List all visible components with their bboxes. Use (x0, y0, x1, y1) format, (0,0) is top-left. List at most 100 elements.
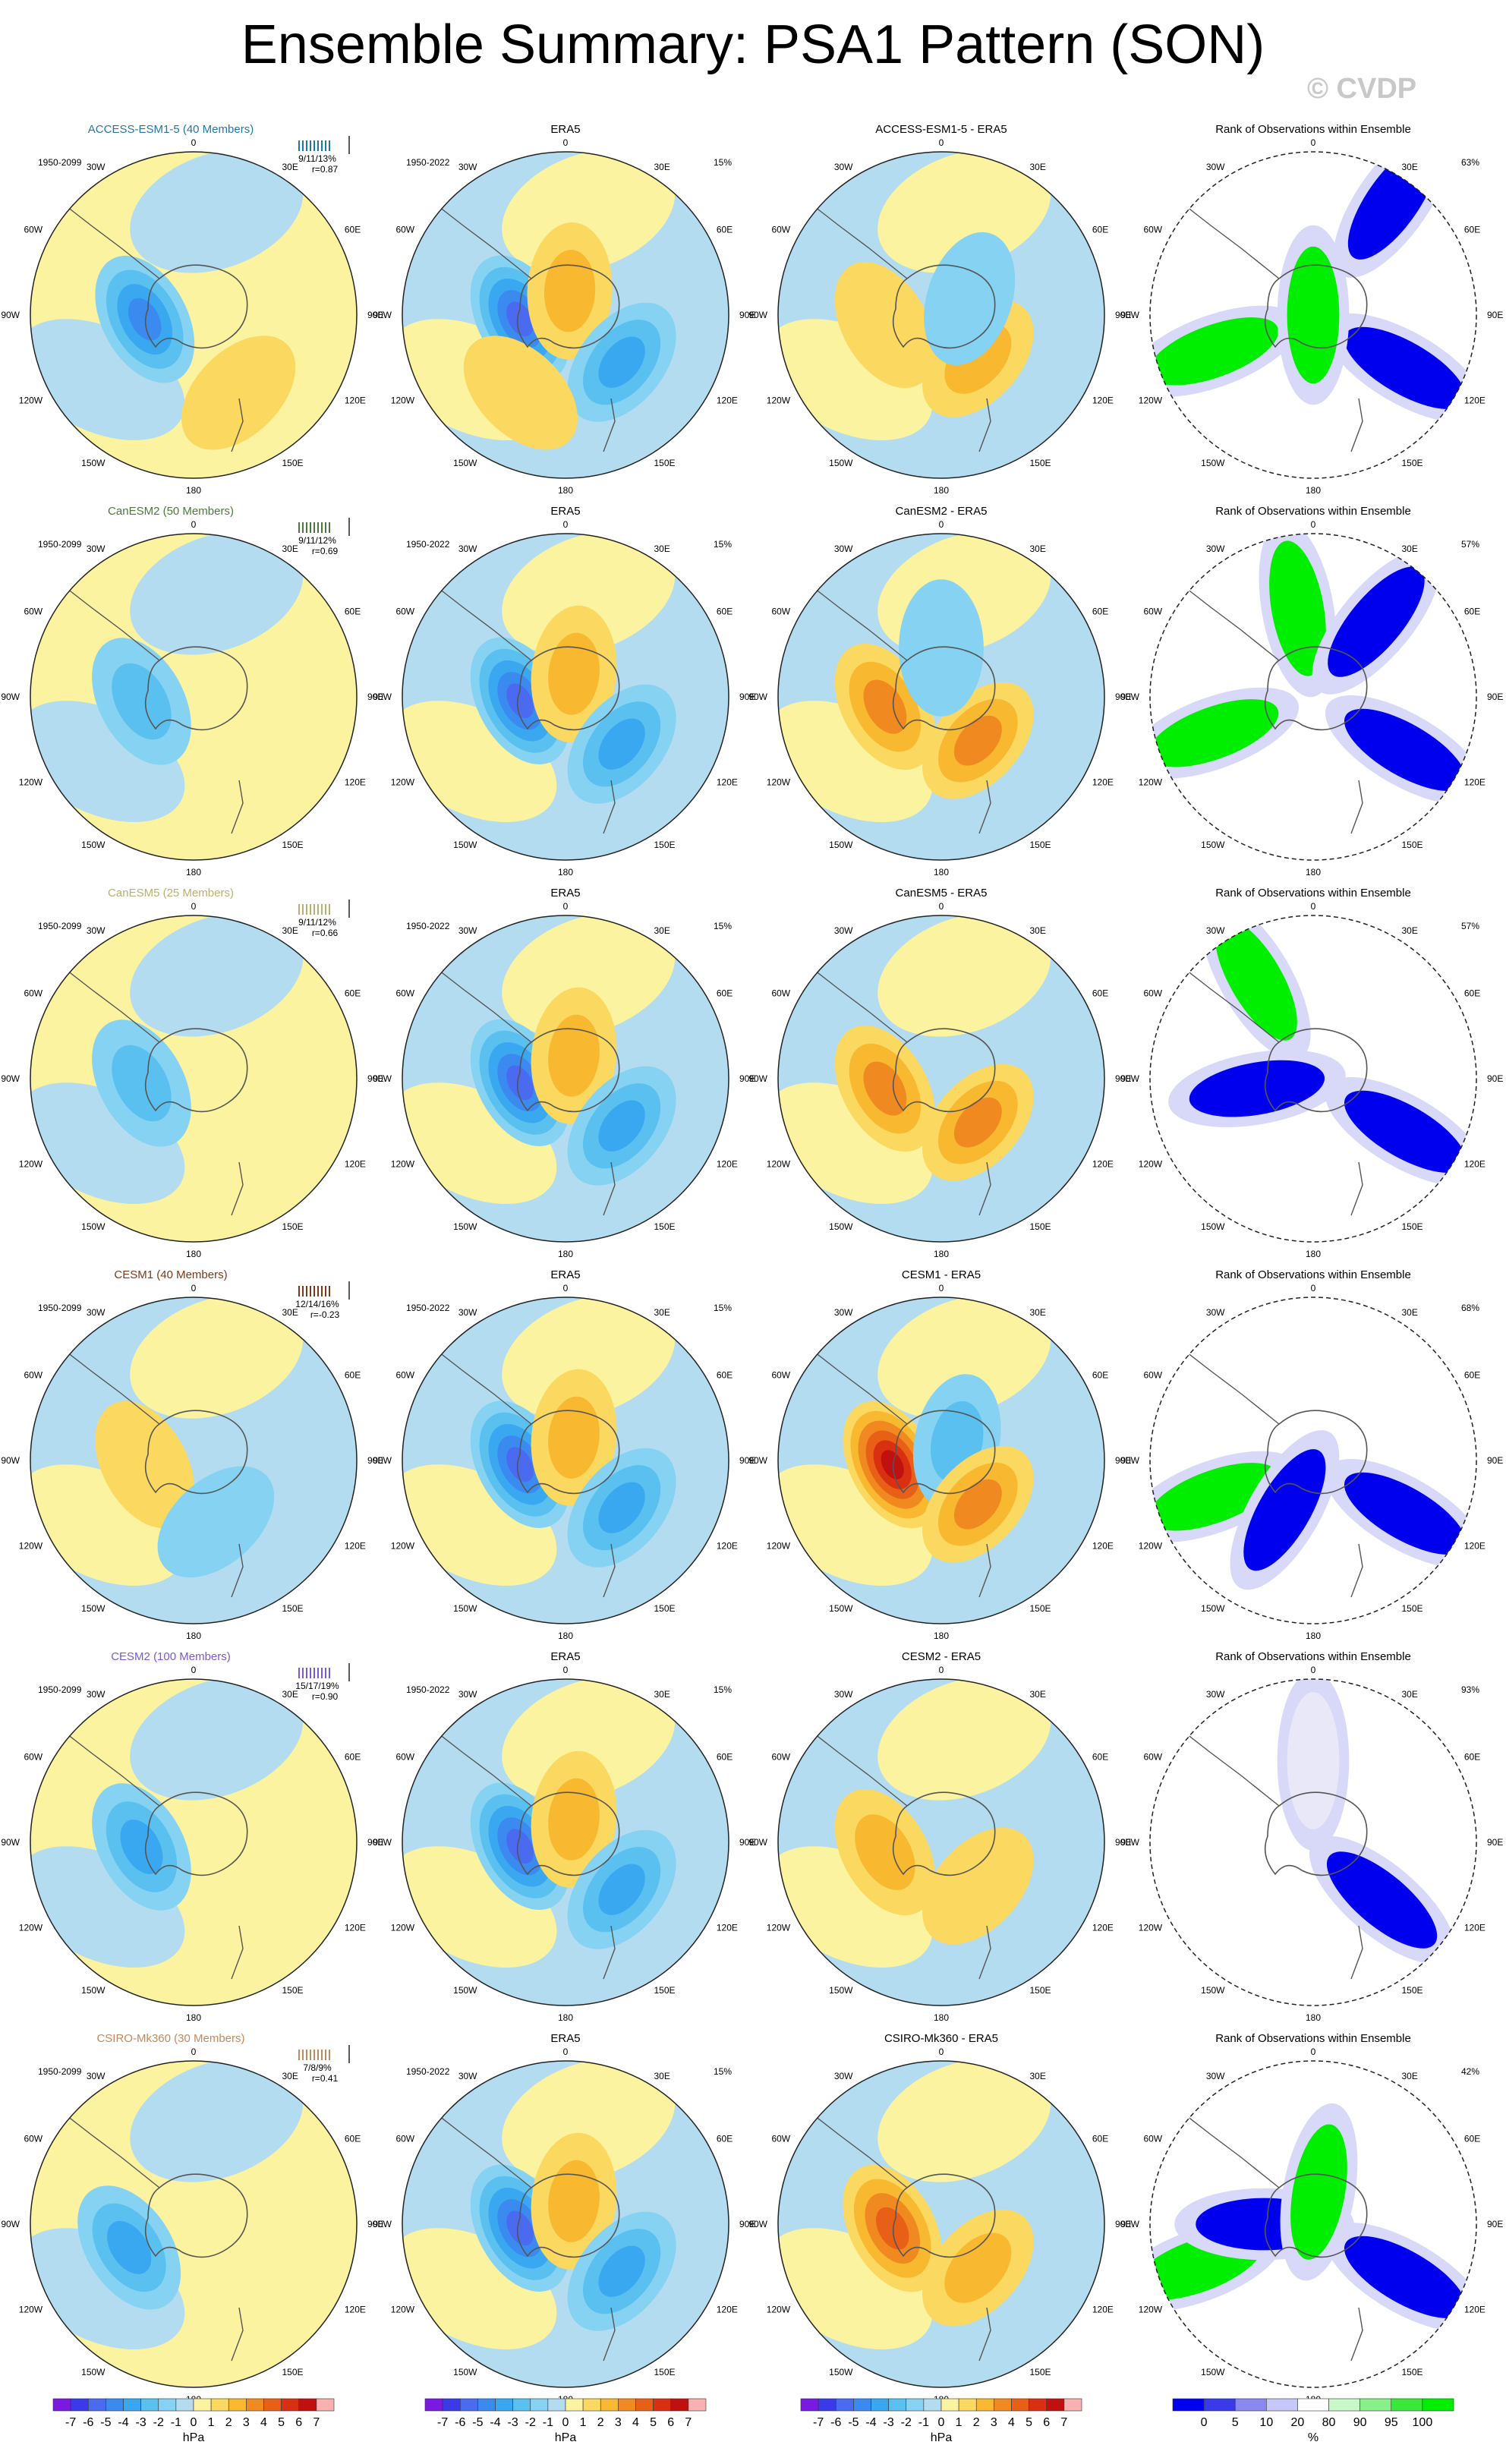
lon-label: 120W (391, 395, 415, 406)
map-fill-layer (30, 152, 304, 452)
lon-label: 30E (1402, 1689, 1418, 1700)
lon-label: 90E (1487, 1837, 1503, 1848)
lon-label: 0 (563, 901, 569, 912)
colorbar-tick: -4 (865, 2416, 876, 2429)
coastline (804, 962, 908, 1043)
lon-label: 0 (1311, 519, 1316, 530)
watermark: © CVDP (1307, 73, 1417, 105)
lon-label: 180 (558, 2012, 573, 2023)
colorbar-tick: 1 (580, 2416, 587, 2429)
lon-label: 60W (24, 607, 43, 617)
coastline (1176, 2107, 1280, 2188)
lon-label: 30E (654, 162, 670, 172)
lon-label: 180 (1306, 1249, 1321, 1259)
rank-pct: 63% (1461, 157, 1479, 168)
lon-label: 90E (1115, 692, 1131, 702)
colorbar-swatch (123, 2398, 141, 2412)
coastline (1176, 1344, 1280, 1425)
lon-label: 0 (191, 2047, 197, 2057)
lon-label: 120W (19, 777, 43, 788)
coastline (56, 1725, 160, 1807)
lon-label: 90W (748, 310, 767, 320)
model-period: 1950-2099 (38, 2066, 82, 2077)
colorbar-swatch (818, 2398, 836, 2412)
contour-level (548, 1014, 600, 1097)
lon-label: 60W (1143, 225, 1162, 235)
rank-title: Rank of Observations within Ensemble (1215, 123, 1411, 136)
obs-pct: 15% (714, 539, 732, 550)
lon-label: 120E (717, 777, 738, 788)
lon-label: 30W (458, 2071, 477, 2081)
lon-label: 120E (1464, 1159, 1486, 1170)
spread-stats: 9/11/12% (298, 917, 336, 928)
pattern-correlation: r=0.41 (312, 2073, 339, 2084)
map-border (30, 915, 358, 1243)
contour-level (598, 1100, 645, 1152)
lon-label: 30W (458, 544, 477, 554)
map-fill-layer (402, 1297, 676, 1598)
colorbar-swatch (87, 2398, 106, 2412)
lon-label: 120W (1139, 1541, 1163, 1552)
colorbar-tick: 4 (632, 2416, 639, 2429)
lon-label: 30E (282, 544, 298, 554)
lon-label: 150E (1030, 2367, 1051, 2377)
lon-label: 30E (282, 1307, 298, 1318)
obs-title: ERA5 (550, 505, 580, 518)
pattern-correlation: r=0.66 (312, 928, 339, 938)
colorbar-swatch (1422, 2398, 1454, 2412)
coastline (516, 2173, 620, 2258)
coastline (144, 1028, 248, 1113)
rank-region (1189, 1060, 1325, 1117)
coastline (1350, 1543, 1363, 1598)
lon-label: 150E (1030, 1221, 1051, 1232)
lon-label: 30W (1206, 2071, 1225, 2081)
coastline (231, 1925, 244, 1980)
lon-label: 90E (739, 310, 755, 320)
colorbar-tick: -7 (65, 2416, 76, 2429)
lon-label: 90W (1120, 692, 1139, 702)
coastline (978, 1161, 991, 1216)
lon-label: 0 (191, 137, 197, 148)
lon-label: 90E (367, 1073, 383, 1084)
rank-region (1344, 708, 1467, 791)
lon-label: 60E (1464, 1370, 1480, 1381)
model-period: 1950-2099 (38, 921, 82, 931)
coastline (428, 1725, 532, 1807)
coastline (978, 398, 991, 452)
colorbar-tick: -1 (171, 2416, 181, 2429)
lon-label: 60E (1464, 607, 1480, 617)
lon-label: 120W (391, 1541, 415, 1552)
map-fill-layer (778, 915, 1051, 1216)
lon-label: 120W (767, 2305, 791, 2315)
lon-label: 90E (367, 310, 383, 320)
colorbar-tick: 0 (191, 2416, 197, 2429)
colorbar-tick: 20 (1291, 2416, 1305, 2429)
lon-label: 60W (24, 988, 43, 999)
colorbar-swatch (994, 2398, 1012, 2412)
coastline (144, 1791, 248, 1876)
map-fill-layer (778, 534, 1051, 834)
lon-label: 30E (654, 544, 670, 554)
contour-band (502, 1679, 676, 1801)
lon-label: 60E (717, 225, 733, 235)
contour-level (598, 1482, 645, 1533)
lon-label: 150E (654, 840, 676, 850)
lon-label: 30E (654, 925, 670, 936)
colorbar-tick: 10 (1259, 2416, 1273, 2429)
lon-label: 0 (563, 137, 569, 148)
coastline (804, 1344, 908, 1425)
colorbar-swatch (1172, 2398, 1205, 2412)
lon-label: 120E (1464, 395, 1486, 406)
coastline (428, 198, 532, 279)
colorbar-swatch (888, 2398, 907, 2412)
lon-label: 90W (748, 1837, 767, 1848)
map-border (1149, 1678, 1477, 2006)
